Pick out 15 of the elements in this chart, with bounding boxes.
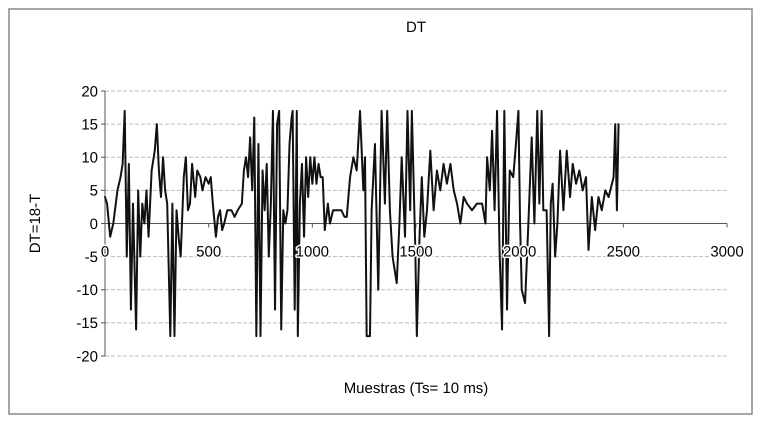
y-tick-label: 0: [90, 216, 98, 233]
y-tick-label: -5: [84, 248, 98, 266]
y-tick-label: -20: [76, 348, 98, 366]
y-tick-label: 5: [90, 182, 98, 200]
y-tick-label: -15: [76, 315, 98, 332]
y-tick-label: 15: [81, 116, 98, 134]
y-axis-title: DT=18-T: [27, 194, 44, 254]
y-tick-label: 20: [81, 83, 98, 100]
x-tick-label: 500: [196, 244, 222, 260]
y-tick-label: -10: [76, 282, 98, 299]
x-tick-label: 2500: [606, 244, 640, 260]
x-axis-title: Muestras (Ts= 10 ms): [344, 380, 488, 397]
chart-title: DT: [406, 19, 426, 36]
x-tick-label: 3000: [710, 244, 744, 260]
y-tick-label: 10: [81, 150, 98, 166]
